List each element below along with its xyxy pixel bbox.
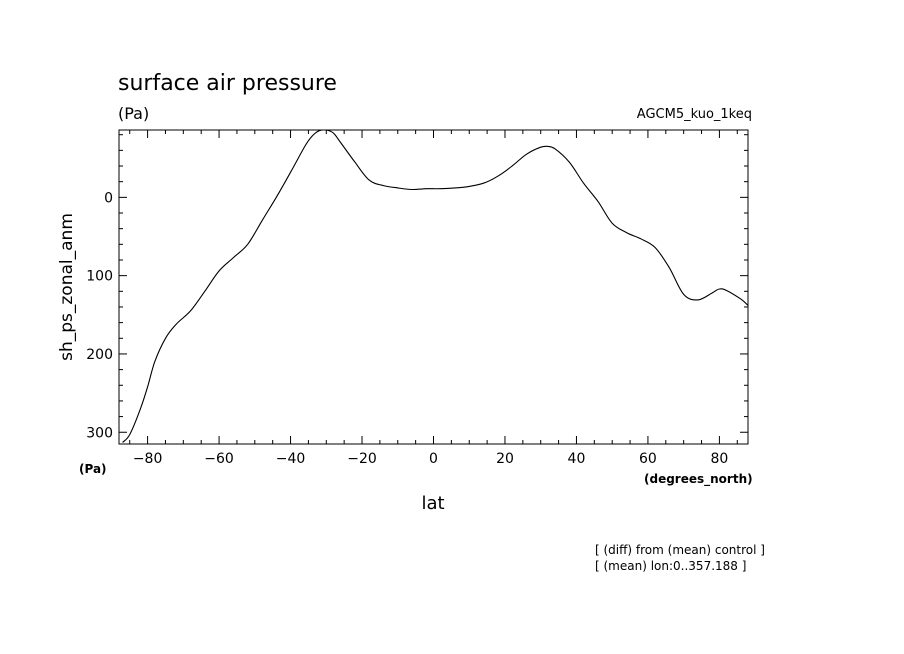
y-tick-label: 0 (104, 190, 113, 206)
chart-title: surface air pressure (118, 71, 337, 96)
y-tick-label: 100 (86, 269, 113, 285)
plot-area: −80 −60 −40 −20 0 20 40 60 80 0 100 200 300 (86, 129, 749, 467)
x-tick-label: 60 (639, 451, 657, 467)
x-tick-label: −60 (204, 451, 234, 467)
dataset-label: AGCM5_kuo_1keq (637, 107, 752, 122)
x-tick-label: 40 (568, 451, 586, 467)
x-axis-label: lat (421, 493, 444, 514)
y-axis-label: sh_ps_zonal_anm (57, 213, 77, 361)
plot-frame (118, 129, 749, 445)
y-tick-label: 300 (86, 425, 113, 441)
x-tick-label: −80 (133, 451, 163, 467)
y-axis-unit: (Pa) (79, 462, 107, 476)
x-tick-label: 80 (710, 451, 728, 467)
x-tick-label: 20 (496, 451, 514, 467)
series-line (122, 130, 748, 443)
annotation-diff: [ (diff) from (mean) control ] (595, 543, 765, 557)
x-tick-label: −40 (276, 451, 306, 467)
y-tick-label: 200 (86, 347, 113, 363)
x-tick-label: −20 (347, 451, 377, 467)
annotation-mean: [ (mean) lon:0..357.188 ] (595, 559, 746, 573)
chart-units: (Pa) (118, 104, 149, 123)
x-tick-label: 0 (429, 451, 438, 467)
x-axis-unit: (degrees_north) (644, 472, 753, 487)
